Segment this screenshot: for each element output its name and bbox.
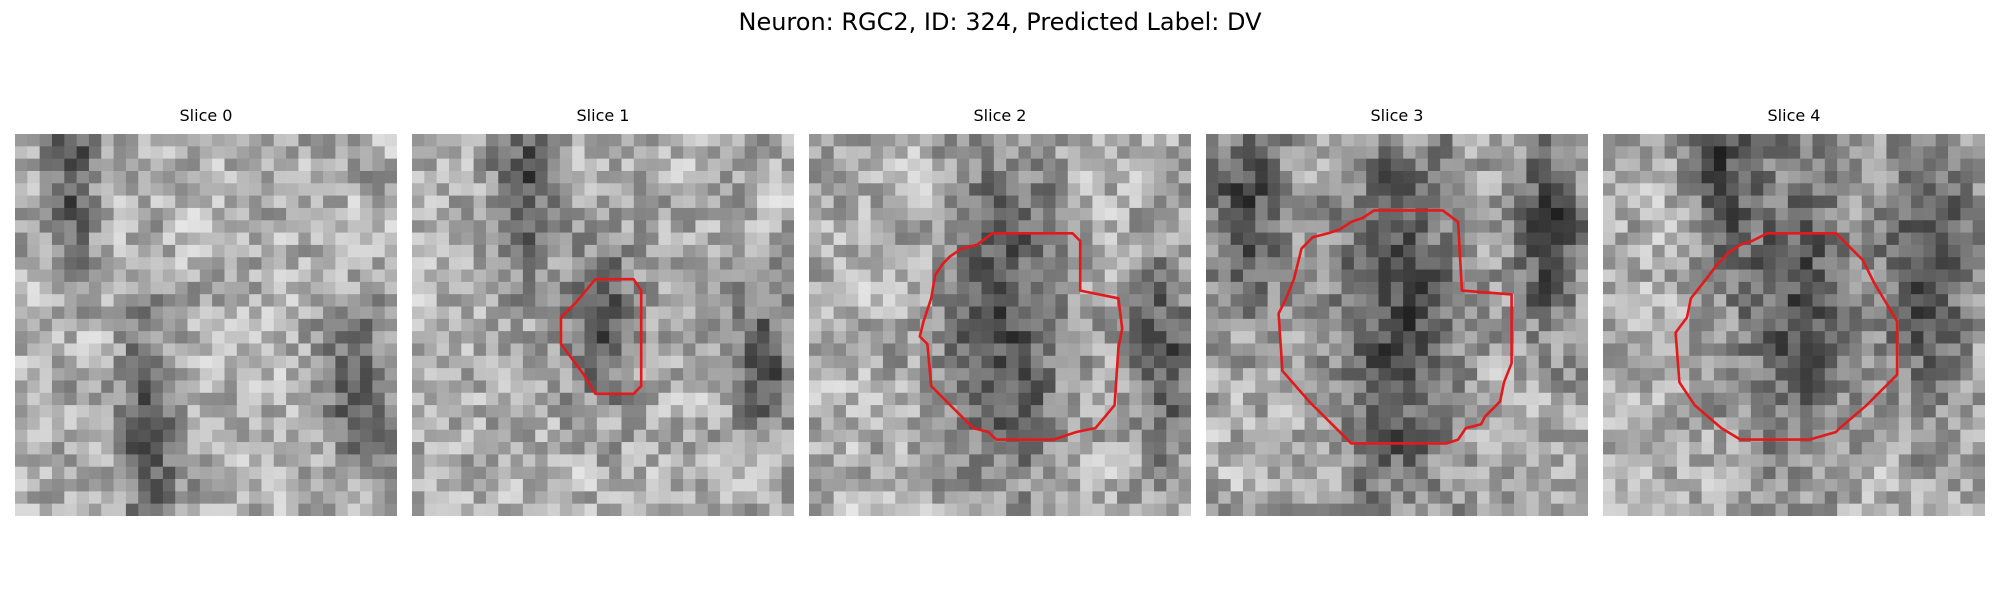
slice-title-2: Slice 2 (973, 106, 1027, 125)
slice-title-0: Slice 0 (179, 106, 233, 125)
slice-title-4: Slice 4 (1767, 106, 1821, 125)
slice-panel-0: Slice 0 (15, 106, 397, 516)
slice-panel-4: Slice 4 (1603, 106, 1985, 516)
roi-contour (559, 277, 643, 396)
slice-image-0 (15, 134, 397, 516)
roi-contour (1277, 209, 1513, 445)
slice-title-1: Slice 1 (576, 106, 630, 125)
roi-contour (1674, 232, 1899, 441)
slice-panel-1: Slice 1 (412, 106, 794, 516)
slice-panel-2: Slice 2 (809, 106, 1191, 516)
roi-contour (918, 232, 1124, 441)
slice-image-4 (1603, 134, 1985, 516)
figure-title: Neuron: RGC2, ID: 324, Predicted Label: … (738, 8, 1262, 36)
slice-image-1 (412, 134, 794, 516)
slice-image-3 (1206, 134, 1588, 516)
slice-image-2 (809, 134, 1191, 516)
slice-panel-3: Slice 3 (1206, 106, 1588, 516)
slice-title-3: Slice 3 (1370, 106, 1424, 125)
